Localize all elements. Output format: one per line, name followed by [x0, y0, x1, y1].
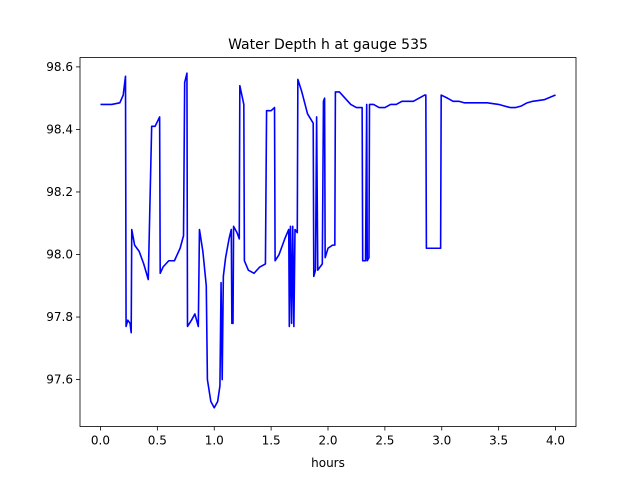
y-axis: 97.6 97.8 98.0 98.2 98.4 98.6: [46, 60, 80, 387]
x-axis: 0.0 0.5 1.0 1.5 2.0 2.5 3.0 3.5 4.0: [91, 426, 565, 448]
x-tick-label: 3.0: [432, 434, 451, 448]
x-tick-label: 2.5: [375, 434, 394, 448]
x-tick-label: 0.0: [91, 434, 110, 448]
y-tick-label: 98.4: [46, 122, 73, 136]
plot-area: [100, 72, 556, 409]
series-line-0: [100, 72, 556, 409]
x-tick-label: 3.5: [489, 434, 508, 448]
y-tick-label: 97.6: [46, 373, 73, 387]
plot-frame: [79, 57, 577, 427]
chart-title: Water Depth h at gauge 535: [228, 37, 428, 53]
y-tick-label: 97.8: [46, 310, 73, 324]
y-tick-label: 98.2: [46, 185, 73, 199]
x-tick-label: 0.5: [148, 434, 167, 448]
x-tick-label: 4.0: [546, 434, 565, 448]
x-axis-label: hours: [311, 456, 345, 470]
x-tick-label: 1.5: [262, 434, 281, 448]
x-tick-label: 2.0: [318, 434, 337, 448]
x-tick-label: 1.0: [205, 434, 224, 448]
y-tick-label: 98.0: [46, 248, 73, 262]
y-tick-label: 98.6: [46, 60, 73, 74]
